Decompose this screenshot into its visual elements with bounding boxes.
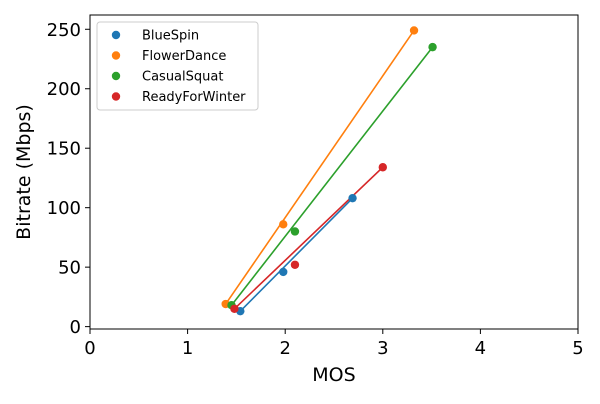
legend-marker	[111, 51, 121, 60]
legend: BlueSpin FlowerDance CasualSquat ReadyForWi…	[96, 21, 259, 111]
series-points-layer	[221, 26, 437, 316]
y-tick-label: 250	[47, 20, 81, 41]
legend-label: ReadyForWinter	[142, 90, 246, 105]
series-line-bluespin	[239, 197, 354, 312]
data-point-readyforwinter	[378, 163, 387, 172]
series-line-flowerdance	[225, 30, 415, 305]
y-axis-ticks: 0 50 100 150 200 250	[47, 20, 90, 338]
x-tick-label: 5	[572, 338, 583, 359]
data-point-casualsquat	[428, 42, 437, 52]
series-line-casualsquat	[230, 46, 434, 306]
x-tick-label: 0	[84, 338, 95, 359]
y-tick-label: 0	[70, 317, 81, 338]
x-tick-label: 4	[475, 338, 486, 359]
data-point-casualsquat	[290, 227, 300, 236]
legend-label: FlowerDance	[142, 49, 226, 64]
x-tick-label: 3	[377, 338, 388, 359]
series-lines-layer	[225, 30, 434, 312]
y-axis-label: Bitrate (Mbps)	[13, 104, 35, 240]
plot-frame	[89, 14, 579, 330]
legend-label: CasualSquat	[142, 70, 223, 85]
data-point-bluespin	[348, 193, 357, 203]
data-point-readyforwinter	[230, 304, 239, 313]
data-point-flowerdance	[409, 26, 419, 35]
x-tick-label: 1	[182, 338, 193, 359]
series-line-readyforwinter	[233, 166, 384, 310]
data-point-readyforwinter	[290, 260, 300, 269]
legend-marker	[111, 92, 121, 101]
data-point-flowerdance	[279, 220, 288, 229]
y-tick-label: 200	[47, 79, 81, 100]
y-tick-label: 100	[47, 198, 81, 219]
y-tick-label: 50	[58, 258, 81, 279]
legend-marker	[111, 30, 121, 40]
x-axis-ticks: 0 1 2 3 4 5	[84, 329, 584, 359]
data-point-bluespin	[279, 267, 288, 277]
legend-marker	[111, 71, 121, 81]
x-tick-label: 2	[279, 338, 290, 359]
legend-label: BlueSpin	[142, 29, 199, 44]
y-tick-label: 150	[47, 139, 81, 160]
x-axis-label: MOS	[312, 364, 355, 386]
legend-box	[96, 21, 259, 111]
